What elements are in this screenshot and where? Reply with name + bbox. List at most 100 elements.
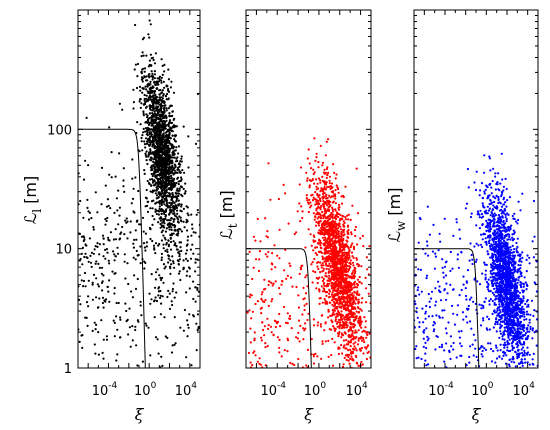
data-point [337, 296, 340, 299]
data-point [351, 338, 354, 341]
data-point [532, 199, 536, 203]
data-point [162, 107, 166, 110]
data-point [326, 208, 329, 211]
data-point [347, 213, 350, 216]
data-point [141, 216, 145, 219]
data-point [350, 251, 354, 254]
data-point [350, 334, 353, 337]
data-point [345, 273, 348, 276]
data-point [142, 112, 145, 115]
data-point [167, 181, 171, 184]
data-point [318, 297, 321, 300]
data-point [325, 225, 328, 228]
data-point [321, 262, 324, 265]
data-point [321, 236, 324, 239]
data-point [183, 308, 186, 312]
data-point [91, 329, 94, 332]
data-point [340, 344, 343, 347]
data-point [276, 336, 279, 339]
data-point [522, 308, 525, 311]
data-point [148, 19, 151, 22]
data-point [347, 268, 350, 271]
data-point [345, 343, 348, 346]
data-point [168, 208, 172, 212]
data-point [523, 313, 526, 316]
data-point [169, 147, 172, 150]
data-point [492, 326, 495, 329]
data-point [531, 337, 534, 340]
data-point [347, 218, 350, 221]
data-point [152, 108, 155, 111]
data-point [146, 131, 149, 134]
data-point [115, 315, 118, 318]
data-point [261, 321, 264, 324]
data-point [348, 276, 351, 279]
data-point [114, 255, 117, 258]
data-point [174, 342, 177, 345]
data-point [195, 322, 198, 325]
data-point [302, 286, 305, 289]
data-point [344, 258, 348, 261]
data-point [317, 224, 321, 227]
data-point [144, 67, 147, 70]
data-point [92, 226, 95, 229]
data-point [104, 300, 107, 303]
data-point [134, 176, 137, 179]
data-point [161, 364, 164, 367]
data-point [177, 189, 180, 193]
data-point [315, 276, 318, 280]
data-point [319, 220, 322, 223]
data-point [163, 163, 167, 166]
data-point [437, 280, 440, 283]
points-l [78, 19, 200, 368]
data-point [158, 210, 161, 213]
data-point [160, 258, 163, 262]
data-point [179, 171, 182, 174]
data-point [142, 242, 146, 245]
data-point [92, 252, 95, 255]
data-point [138, 100, 141, 103]
data-point [325, 300, 328, 304]
data-point [180, 210, 183, 213]
data-point [147, 326, 150, 329]
data-point [144, 137, 148, 140]
data-point [301, 313, 304, 316]
data-point [284, 321, 288, 324]
data-point [160, 76, 163, 79]
data-point [272, 333, 275, 336]
data-point [182, 266, 185, 269]
data-point [167, 68, 170, 71]
data-point [470, 212, 473, 215]
data-point [466, 321, 469, 324]
data-point [182, 125, 185, 128]
data-point [116, 209, 119, 212]
data-point [326, 264, 329, 267]
data-point [149, 178, 152, 181]
data-point [327, 233, 330, 236]
data-point [521, 346, 525, 349]
data-point [288, 262, 291, 265]
data-point [250, 317, 253, 320]
data-point [329, 204, 332, 207]
data-point [343, 344, 346, 347]
data-point [352, 256, 355, 259]
data-point [341, 241, 344, 244]
data-point [356, 278, 359, 281]
data-point [149, 121, 152, 125]
data-point [353, 277, 356, 280]
data-point [173, 316, 176, 319]
data-point [356, 306, 359, 309]
data-point [180, 203, 183, 206]
data-point [157, 213, 160, 216]
y-axis-label: ℒt [m] [217, 190, 240, 240]
data-point [112, 238, 115, 241]
data-point [330, 269, 333, 272]
data-point [142, 54, 145, 57]
data-point [149, 80, 152, 83]
data-point [159, 222, 162, 226]
data-point [364, 326, 367, 329]
data-point [166, 336, 169, 339]
data-point [169, 159, 172, 163]
data-point [171, 287, 174, 291]
data-point [151, 56, 154, 59]
